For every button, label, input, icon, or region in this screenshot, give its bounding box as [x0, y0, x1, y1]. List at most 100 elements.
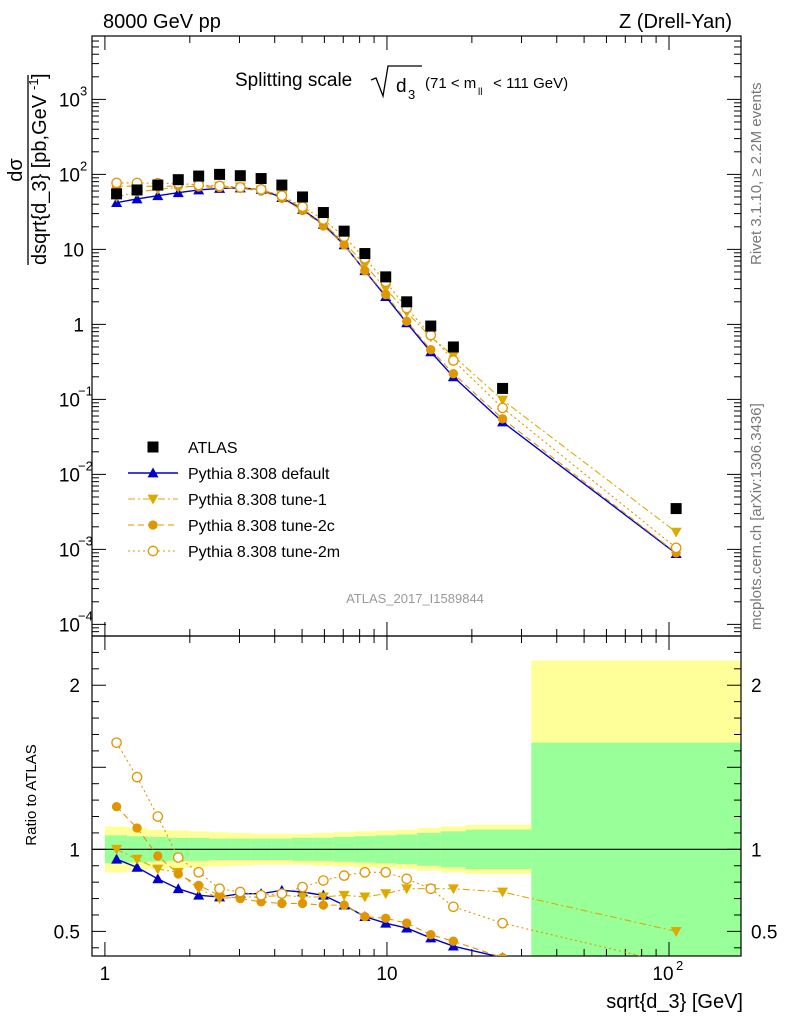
- data-point-circle-open: [448, 355, 459, 366]
- data-point-triangle-up: [193, 889, 205, 900]
- data-point-circle-open: [255, 184, 267, 195]
- data-point-square: [425, 320, 437, 332]
- data-point-triangle-down: [297, 892, 309, 903]
- data-point-triangle-up: [172, 883, 184, 894]
- data-point-circle-open: [497, 402, 508, 414]
- data-point-square: [234, 170, 246, 182]
- data-point-square: [380, 271, 392, 283]
- ratio-uncertainty-bands: [104, 660, 741, 956]
- data-point-circle-open: [318, 875, 329, 886]
- data-point-circle-open: [276, 888, 288, 899]
- data-point-circle: [498, 952, 507, 956]
- data-point-circle-open: [147, 545, 159, 557]
- data-point-circle: [360, 911, 370, 922]
- x-tick-label: 10: [376, 964, 397, 985]
- series-layer: [111, 168, 682, 956]
- data-point-triangle-down: [380, 284, 392, 295]
- title-sym: d: [396, 76, 407, 97]
- data-point-triangle-down: [359, 892, 371, 903]
- data-point-circle: [318, 900, 329, 910]
- data-point-circle-open: [338, 870, 350, 881]
- data-point-circle: [153, 851, 163, 861]
- y-label-numerator: dσ: [5, 158, 27, 182]
- y-tick-label-exponent: 2: [80, 158, 87, 173]
- data-point-circle-open: [297, 201, 308, 213]
- data-point-circle-open: [297, 881, 308, 893]
- y-tick-label-exponent: 3: [80, 83, 87, 98]
- ratio-y-tick-label: 0.5: [54, 922, 80, 943]
- data-point-square: [401, 296, 413, 308]
- data-point-triangle-down: [147, 494, 159, 505]
- y-tick-label: 10: [59, 540, 80, 561]
- y-tick-label-exponent: −1: [78, 383, 93, 398]
- data-point-circle: [381, 289, 391, 300]
- y-tick-label-exponent: −2: [78, 458, 93, 473]
- data-point-circle-open: [401, 873, 413, 885]
- data-point-circle: [193, 880, 204, 891]
- data-point-triangle-up: [111, 853, 123, 864]
- data-point-circle-open: [111, 177, 122, 189]
- data-point-circle: [339, 900, 349, 910]
- title-sym-sub: 3: [408, 87, 415, 102]
- data-point-triangle-down: [497, 887, 509, 898]
- data-point-circle-open: [425, 329, 437, 341]
- header-left: 8000 GeV pp: [103, 11, 221, 33]
- data-point-square: [297, 191, 309, 203]
- x-tick-label-exponent: 2: [676, 958, 683, 973]
- rivet-version-label: Rivet 3.1.10, ≥ 2.2M events: [748, 83, 765, 266]
- data-point-circle-open: [670, 542, 682, 554]
- data-point-triangle-down: [359, 260, 371, 271]
- data-point-circle-open: [193, 179, 204, 191]
- legend-entry-label: Pythia 8.308 tune-2m: [188, 544, 340, 561]
- ratio-y-tick-label-right: 2: [751, 676, 762, 697]
- data-point-circle-open: [131, 771, 143, 783]
- data-point-triangle-down: [670, 527, 682, 538]
- data-point-square: [147, 441, 159, 453]
- data-point-triangle-up: [131, 193, 143, 204]
- data-point-circle: [448, 369, 459, 379]
- data-point-circle-open: [255, 889, 267, 901]
- data-point-circle-open: [234, 886, 246, 898]
- data-point-circle: [402, 918, 412, 928]
- data-point-circle-open: [234, 182, 246, 193]
- data-point-triangle-down: [380, 889, 392, 900]
- ratio-y-tick-label-right: 1: [751, 840, 762, 861]
- data-point-triangle-up: [147, 467, 159, 478]
- y-tick-label: 10: [59, 390, 80, 411]
- data-point-circle-open: [214, 883, 225, 895]
- data-point-square: [214, 168, 226, 180]
- header-right: Z (Drell-Yan): [619, 11, 732, 33]
- ratio-y-tick-label-right: 0.5: [751, 922, 777, 943]
- data-point-triangle-down: [497, 395, 509, 406]
- data-point-circle: [402, 316, 412, 326]
- data-point-square: [447, 341, 459, 353]
- legend: ATLAS Pythia 8.308 default Pythia 8.308 tu…: [128, 440, 340, 561]
- data-point-circle-open: [448, 901, 459, 913]
- x-tick-label: 1: [100, 964, 111, 985]
- data-point-square: [111, 188, 123, 200]
- data-point-triangle-up: [131, 861, 143, 872]
- data-point-circle-open: [380, 866, 392, 878]
- data-point-triangle-down: [317, 892, 329, 903]
- y-label-denominator: dsqrt{d_3} [pb,GeV: [29, 94, 51, 265]
- data-point-triangle-down: [131, 854, 143, 865]
- legend-entry-label: ATLAS: [188, 440, 238, 457]
- data-point-circle-open: [193, 866, 204, 878]
- mcplots-source-label: mcplots.cern.ch [arXiv:1306.3436]: [748, 403, 765, 630]
- title-main-text: Splitting scale: [235, 70, 352, 91]
- data-point-triangle-down: [152, 864, 164, 875]
- data-point-circle: [448, 936, 459, 946]
- data-point-circle: [148, 520, 158, 530]
- data-point-triangle-down: [338, 890, 350, 901]
- data-point-circle-open: [172, 852, 184, 863]
- data-point-square: [152, 179, 164, 191]
- x-axis-label: sqrt{d_3} [GeV]: [606, 991, 743, 1013]
- y-label-close: ]: [29, 73, 51, 79]
- legend-entry-label: Pythia 8.308 tune-1: [188, 492, 327, 509]
- y-tick-label: 10: [59, 465, 80, 486]
- data-point-circle-open: [152, 811, 164, 822]
- ratio-panel-frame: [91, 635, 742, 957]
- data-point-square: [338, 225, 350, 237]
- main-title: Splitting scale d 3 (71 < m ll < 111 GeV…: [235, 65, 568, 102]
- legend-entry-label: Pythia 8.308 default: [188, 466, 330, 483]
